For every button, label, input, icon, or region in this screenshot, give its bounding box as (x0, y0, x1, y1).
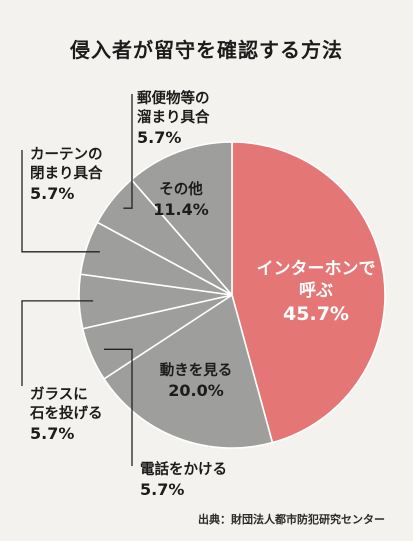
slice-value: 45.7% (283, 303, 349, 326)
slice-name: インターホンで (256, 259, 376, 279)
slice-value: 5.7% (30, 423, 75, 443)
slice-value: 20.0% (168, 380, 224, 400)
pie-slice-intercom (231, 141, 386, 444)
slice-value: 5.7% (30, 183, 75, 203)
slice-label-glass-stone: ガラスに 石を投げる 5.7% (30, 386, 103, 444)
slice-label-other: その他 11.4% (140, 181, 222, 221)
slice-label-intercom: インターホンで 呼ぶ 45.7% (246, 258, 386, 327)
slice-value: 5.7% (137, 127, 182, 147)
slice-name: 石を投げる (30, 405, 103, 422)
slice-name: 郵便物等の (137, 91, 210, 107)
slice-label-mail-accumulation: 郵便物等の 溜まり具合 5.7% (137, 90, 210, 148)
leader-line-phone-call (104, 348, 133, 466)
slice-value: 11.4% (153, 199, 209, 219)
pie-slice-other (130, 141, 233, 298)
slice-name: 呼ぶ (299, 281, 333, 302)
source-note: 出典：財団法人都市防犯研究センター (198, 513, 385, 526)
leader-line-mail-accumulation (123, 94, 133, 209)
slice-name: 電話をかける (140, 462, 227, 478)
slice-label-phone-call: 電話をかける 5.7% (140, 461, 227, 501)
slice-name: 閉まり具合 (30, 165, 103, 182)
slice-name: ガラスに (30, 387, 88, 403)
slice-value: 5.7% (140, 479, 185, 499)
leader-line-glass-stone (21, 300, 94, 386)
slice-name: 動きを見る (159, 363, 233, 379)
slice-name: その他 (159, 182, 203, 198)
slice-label-watch-movement: 動きを見る 20.0% (150, 362, 242, 402)
slice-name: 溜まり具合 (137, 109, 210, 126)
pie-slice-watch-movement (102, 293, 274, 449)
chart-title: 侵入者が留守を確認する方法 (70, 38, 343, 62)
leader-line-curtain (21, 150, 100, 253)
slice-label-curtain: カーテンの 閉まり具合 5.7% (30, 146, 103, 204)
slice-name: カーテンの (30, 147, 103, 163)
